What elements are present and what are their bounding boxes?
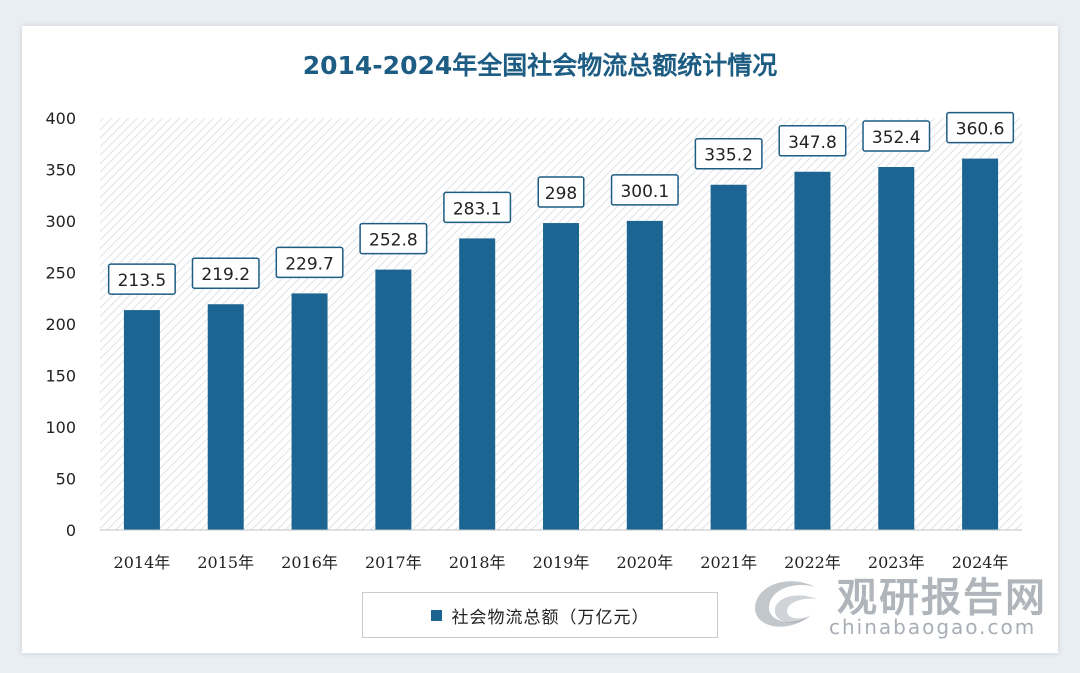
y-tick-label: 300 [45, 212, 76, 231]
data-label-box [610, 174, 679, 206]
data-label: 335.2 [704, 146, 753, 166]
data-label: 360.6 [956, 120, 1005, 140]
y-tick-label: 250 [45, 264, 76, 283]
x-tick-label: 2016年 [281, 553, 338, 572]
watermark: 观研报告网 chinabaogao.com [745, 565, 1055, 645]
data-label-box [946, 111, 1015, 144]
x-tick-label: 2018年 [449, 553, 506, 572]
x-tick-label: 2024年 [952, 553, 1009, 572]
data-label-box [275, 246, 344, 279]
data-label-box [359, 222, 428, 255]
data-label: 352.4 [872, 128, 921, 148]
data-label: 300.1 [620, 182, 669, 202]
y-tick-label: 350 [45, 161, 76, 180]
y-tick-label: 400 [45, 109, 76, 128]
data-label: 213.5 [118, 271, 167, 291]
bar [459, 238, 496, 531]
x-tick-label: 2014年 [114, 553, 171, 572]
legend: 社会物流总额（万亿元） [362, 592, 718, 638]
data-label-box [862, 120, 931, 152]
data-label-box [443, 191, 512, 224]
x-tick-label: 2017年 [365, 553, 422, 572]
y-tick-label: 150 [45, 367, 76, 386]
bar [207, 304, 244, 530]
y-tick-label: 200 [45, 315, 76, 334]
x-tick-label: 2022年 [784, 553, 841, 572]
x-tick-label: 2015年 [197, 553, 254, 572]
data-label: 298 [545, 184, 577, 204]
data-label: 347.8 [788, 133, 837, 153]
y-tick-label: 0 [66, 521, 76, 540]
x-tick-label: 2019年 [533, 553, 590, 572]
y-tick-label: 50 [56, 470, 76, 489]
y-tick-label: 100 [45, 418, 76, 437]
bar [710, 184, 747, 530]
bar [543, 223, 579, 530]
legend-label: 社会物流总额（万亿元） [451, 607, 650, 628]
bar [123, 310, 160, 530]
data-label-box [694, 137, 763, 170]
watermark-text: 观研报告网 [837, 575, 1047, 621]
data-label-box [778, 125, 847, 157]
watermark-logo-icon [755, 581, 817, 627]
bar [291, 293, 328, 530]
chart-title: 2014-2024年全国社会物流总额统计情况 [302, 51, 778, 80]
watermark-url: chinabaogao.com [829, 615, 1037, 639]
data-label-box [537, 176, 585, 208]
bar [375, 269, 412, 530]
bar [794, 171, 831, 531]
x-tick-label: 2021年 [700, 553, 757, 572]
data-label-box [191, 257, 260, 289]
data-label: 283.1 [453, 199, 502, 219]
x-tick-label: 2023年 [868, 553, 925, 572]
legend-swatch [430, 609, 442, 621]
data-label: 229.7 [285, 254, 334, 274]
data-label: 219.2 [201, 265, 250, 285]
bar [962, 158, 999, 530]
data-label: 252.8 [369, 231, 418, 251]
bar [878, 167, 915, 530]
data-label-box [107, 263, 176, 295]
bar [626, 220, 663, 530]
x-tick-label: 2020年 [616, 553, 673, 572]
